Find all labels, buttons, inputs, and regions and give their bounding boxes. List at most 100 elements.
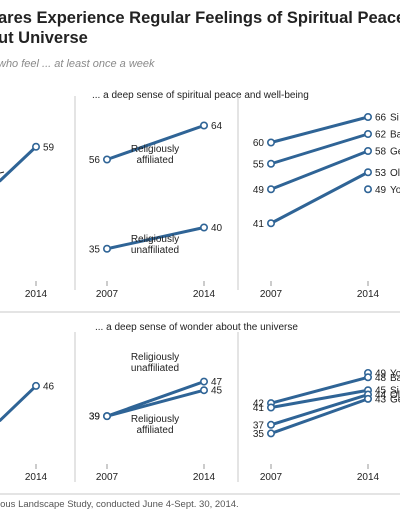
data-point — [200, 223, 209, 232]
series-name-label: Religiously — [131, 144, 179, 155]
data-point — [200, 386, 209, 395]
data-label: 53 — [375, 168, 387, 179]
series-line — [105, 124, 206, 161]
series-line — [0, 384, 38, 422]
series-line — [269, 397, 370, 435]
chart-title-line-1: ares Experience Regular Feelings of Spir… — [0, 9, 400, 27]
data-label: 46 — [43, 381, 55, 392]
data-label: 66 — [375, 113, 387, 124]
data-point — [266, 185, 275, 194]
section-label-peace: ... a deep sense of spiritual peace and … — [92, 90, 309, 101]
series-name-label: Ol — [390, 390, 400, 401]
series-name-label: Yo — [390, 368, 400, 379]
data-label: 43 — [375, 394, 387, 405]
data-label: 49 — [253, 185, 265, 196]
chart-subtitle: who feel ... at least once a week — [0, 58, 155, 70]
series-name-label: Ba — [390, 130, 400, 141]
data-label: 45 — [375, 386, 387, 397]
series-name-label: Ge — [390, 394, 400, 405]
data-label: 55 — [253, 159, 265, 170]
source-note: ious Landscape Study, conducted June 4-S… — [0, 499, 239, 510]
data-point — [363, 113, 372, 122]
x-tick-label: 2007 — [260, 472, 283, 483]
series-line — [269, 393, 370, 427]
data-label: 45 — [211, 386, 223, 397]
series-line — [269, 375, 370, 405]
data-point — [363, 373, 372, 382]
data-label: 44 — [375, 390, 387, 401]
series-name-label: affiliated — [136, 425, 173, 436]
data-label: 58 — [375, 147, 387, 158]
data-label: 41 — [253, 403, 265, 414]
series-name-label: unaffiliated — [131, 363, 179, 374]
data-label: 39 — [89, 412, 101, 423]
data-label: 49 — [375, 368, 387, 379]
data-point — [266, 219, 275, 228]
cut-label-mark — [0, 171, 5, 174]
x-tick-label: 2014 — [193, 289, 216, 300]
data-point — [266, 403, 275, 412]
data-label: 35 — [89, 244, 101, 255]
data-point — [103, 244, 112, 253]
series-name-label: Yo — [390, 185, 400, 196]
data-point — [363, 130, 372, 139]
section-label-wonder: ... a deep sense of wonder about the uni… — [95, 322, 298, 333]
data-point — [200, 377, 209, 386]
series-line — [105, 226, 206, 251]
data-label: 39 — [89, 412, 101, 423]
data-label: 62 — [375, 130, 387, 141]
data-label: 64 — [211, 121, 223, 132]
x-tick-label: 2014 — [357, 289, 380, 300]
series-name-label: unaffiliated — [131, 245, 179, 256]
data-point — [31, 381, 40, 390]
chart-title: ares Experience Regular Feelings of Spir… — [0, 8, 400, 48]
data-label: 41 — [253, 219, 265, 230]
data-point — [266, 138, 275, 147]
data-point — [31, 142, 40, 151]
series-line — [269, 132, 370, 166]
data-label: 49 — [375, 185, 387, 196]
data-point — [200, 121, 209, 130]
data-point — [266, 429, 275, 438]
x-tick-label: 2014 — [357, 472, 380, 483]
series-name-label: Religiously — [131, 414, 179, 425]
data-point — [363, 394, 372, 403]
data-point — [363, 147, 372, 156]
x-tick-label: 2014 — [193, 472, 216, 483]
chart-title-line-2: ut Universe — [0, 29, 88, 47]
data-label: 48 — [375, 373, 387, 384]
data-point — [363, 168, 372, 177]
data-label: 35 — [253, 429, 265, 440]
series-name-label: affiliated — [136, 155, 173, 166]
data-label: 37 — [253, 420, 265, 431]
x-tick-label: 2014 — [25, 472, 48, 483]
series-line — [269, 115, 370, 144]
series-name-label: Ol — [390, 168, 400, 179]
series-line — [269, 170, 370, 225]
data-label: 59 — [43, 142, 55, 153]
series-name-label: Religiously — [131, 352, 179, 363]
data-point — [103, 155, 112, 164]
series-name-label: Si — [390, 386, 399, 397]
series-line — [105, 388, 206, 418]
series-line — [269, 388, 370, 409]
x-tick-label: 2007 — [260, 289, 283, 300]
data-point — [266, 420, 275, 429]
series-name-label: Ge — [390, 147, 400, 158]
data-point — [363, 185, 372, 194]
series-name-label: Religiously — [131, 234, 179, 245]
x-tick-label: 2007 — [96, 472, 119, 483]
data-label: 40 — [211, 223, 223, 234]
data-label: 56 — [89, 155, 101, 166]
data-point — [266, 159, 275, 168]
series-name-label: Ba — [390, 373, 400, 384]
series-line — [269, 149, 370, 191]
series-line — [0, 145, 38, 183]
series-name-label: Si — [390, 113, 399, 124]
data-label: 60 — [253, 138, 265, 149]
x-tick-label: 2007 — [96, 289, 119, 300]
data-point — [103, 412, 112, 421]
data-label: 42 — [253, 399, 265, 410]
x-tick-label: 2014 — [25, 289, 48, 300]
